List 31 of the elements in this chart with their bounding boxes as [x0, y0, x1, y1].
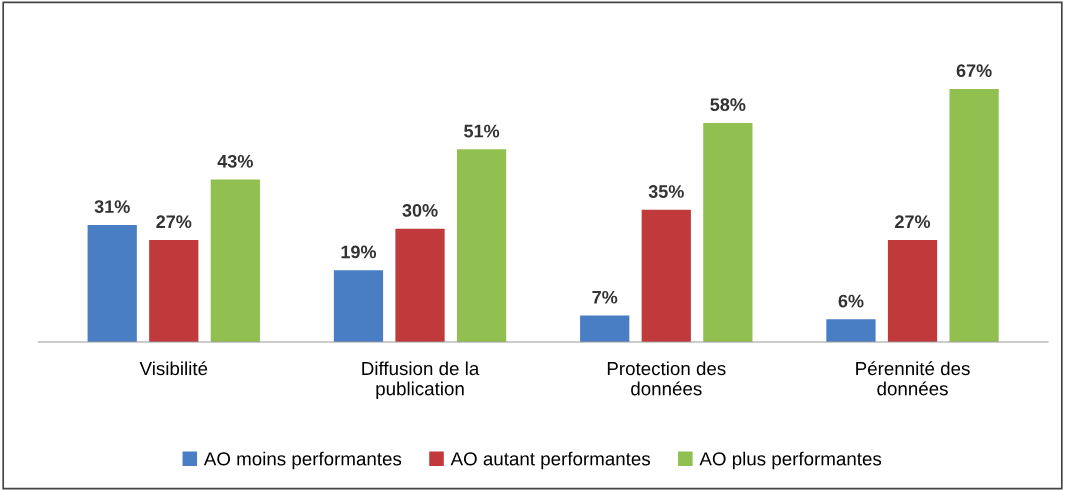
data-label: 35%: [648, 185, 684, 198]
bar: [641, 209, 691, 342]
data-label: 51%: [464, 124, 500, 138]
bar: [887, 240, 938, 342]
data-label: 30%: [402, 203, 438, 217]
bar: [210, 179, 260, 342]
data-label: 19%: [341, 245, 377, 259]
x-tick-label: Pérennité des données: [856, 361, 970, 396]
legend-label: AO autant performantes: [450, 451, 651, 470]
data-label: 7%: [592, 290, 618, 304]
bar: [456, 149, 507, 342]
data-label: 27%: [156, 215, 192, 229]
data-label: 58%: [710, 98, 746, 112]
data-label: 43%: [217, 154, 253, 168]
legend-label: AO plus performantes: [699, 451, 882, 470]
x-tick-label: Protection des données: [607, 361, 726, 396]
data-label: 27%: [895, 215, 931, 229]
bar: [949, 88, 999, 342]
bar: [826, 319, 876, 342]
bar: [87, 224, 137, 342]
data-label: 67%: [956, 64, 992, 78]
bar: [333, 270, 384, 342]
bar: [703, 122, 753, 342]
data-label: 6%: [838, 294, 864, 308]
bar: [395, 228, 445, 342]
bar: [580, 315, 630, 342]
data-label: 31%: [94, 200, 130, 214]
x-tick-label: Visibilité: [139, 361, 208, 376]
legend-label: AO moins performantes: [203, 451, 402, 470]
x-tick-label: Diffusion de la publication: [362, 361, 480, 400]
bar: [149, 240, 199, 342]
